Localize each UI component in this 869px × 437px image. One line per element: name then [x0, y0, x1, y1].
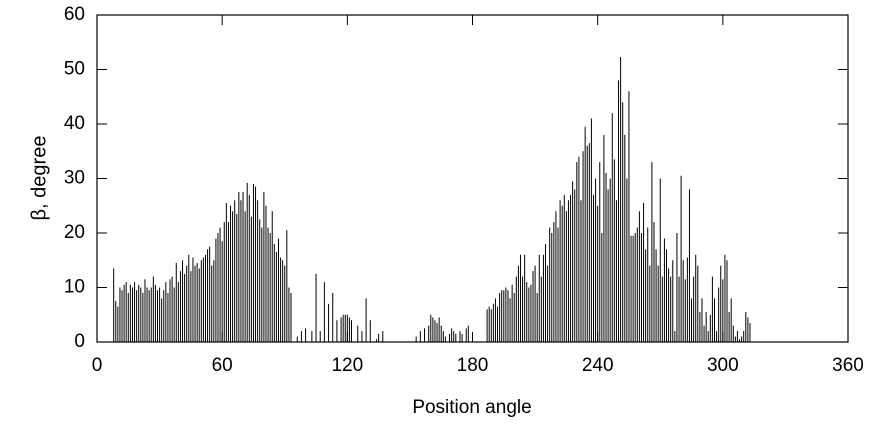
y-tick-label: 20: [64, 222, 85, 243]
y-tick-label: 0: [74, 331, 85, 352]
x-tick-label: 0: [92, 355, 103, 376]
x-tick-label: 240: [582, 355, 614, 376]
y-axis-label: β, degree: [28, 136, 50, 221]
y-tick-label: 60: [64, 4, 85, 25]
y-tick-label: 50: [64, 59, 85, 80]
y-tick-label: 10: [64, 277, 85, 298]
y-tick-label: 40: [64, 113, 85, 134]
x-tick-label: 360: [832, 355, 864, 376]
x-tick-label: 180: [457, 355, 489, 376]
x-tick-label: 60: [212, 355, 233, 376]
y-tick-label: 30: [64, 168, 85, 189]
x-tick-label: 300: [707, 355, 739, 376]
x-axis-label: Position angle: [412, 397, 531, 418]
x-tick-label: 120: [331, 355, 363, 376]
